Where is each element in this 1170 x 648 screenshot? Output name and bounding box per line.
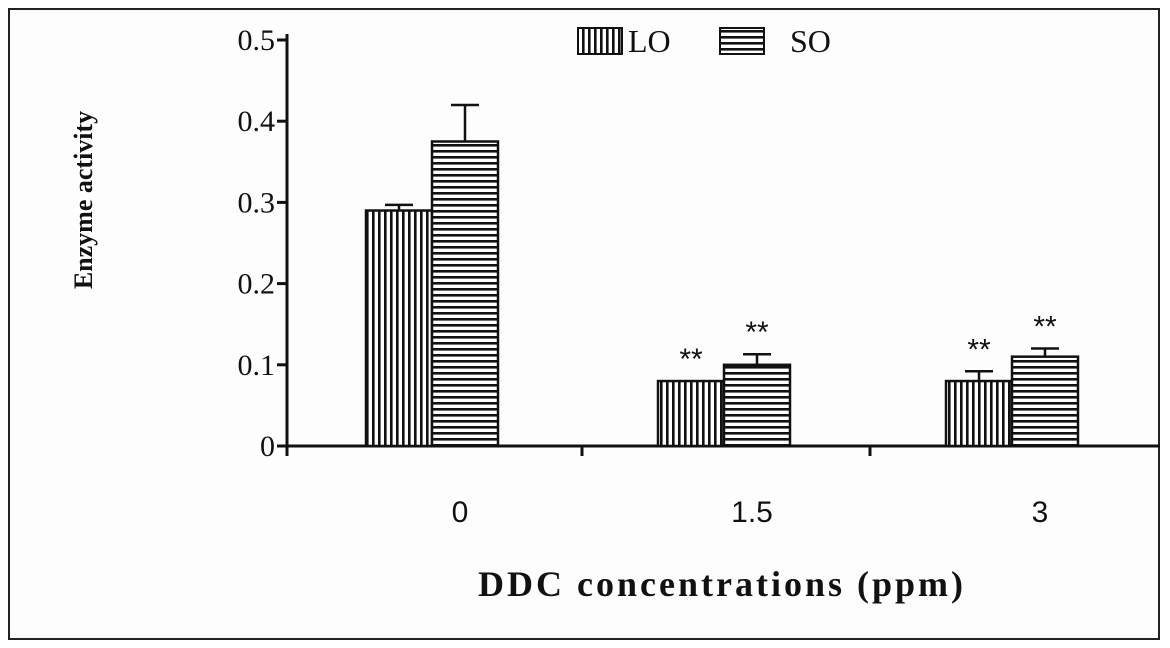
y-tick-labels: 0 0.1 0.2 0.3 0.4 0.5: [238, 24, 276, 463]
x-tick-label: 1.5: [731, 496, 773, 529]
significance-lo-2: **: [967, 333, 991, 366]
bar-so-0: [430, 140, 500, 448]
legend-label-so: SO: [790, 23, 831, 59]
annotations-group: ** ** ** **: [679, 311, 1057, 376]
significance-lo-1: **: [679, 343, 703, 376]
bar-so-1: [722, 363, 792, 448]
bar-lo-0: [364, 209, 434, 448]
figure-frame: [8, 8, 1160, 640]
x-tick-labels: 0 1.5 3: [452, 496, 1049, 529]
bar-lo-2: [944, 379, 1014, 448]
x-tick-label: 3: [1032, 496, 1049, 529]
error-bars-group: [385, 103, 1059, 382]
bar-so-2: [1010, 355, 1080, 448]
legend-swatch-lo: [577, 27, 623, 55]
bars-group: [364, 140, 1080, 448]
legend-label-lo: LO: [628, 23, 671, 59]
significance-so-1: **: [745, 316, 769, 349]
y-tick-label: 0.5: [238, 24, 276, 57]
y-tick-label: 0.2: [238, 268, 276, 301]
y-tick-label: 0.4: [238, 105, 276, 138]
legend: LO SO: [577, 23, 831, 59]
legend-swatch-so: [719, 27, 765, 55]
x-tick-label: 0: [452, 496, 469, 529]
y-tick-label: 0.3: [238, 186, 276, 219]
bar-lo-1: [656, 379, 726, 448]
y-tick-label: 0.1: [238, 349, 276, 382]
significance-so-2: **: [1033, 311, 1057, 344]
x-axis-label: DDC concentrations (ppm): [478, 564, 966, 604]
y-axis-label: Enzyme activity: [69, 111, 98, 289]
y-tick-label: 0: [260, 430, 275, 463]
